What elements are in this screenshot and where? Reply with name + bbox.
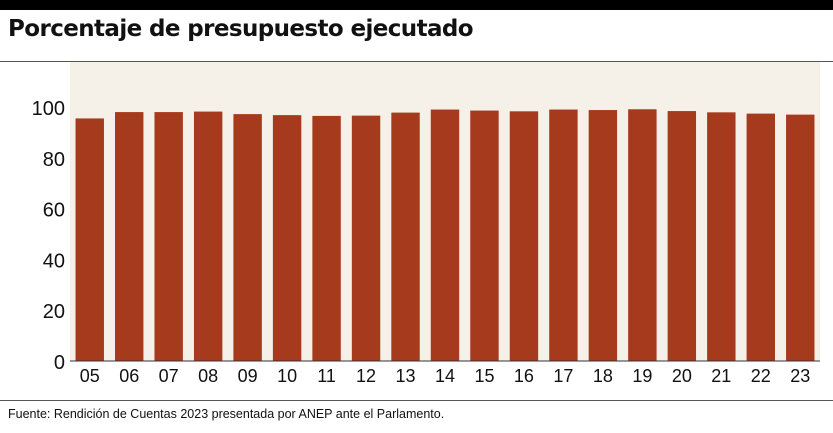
bar-05 bbox=[75, 118, 104, 362]
footer-divider bbox=[0, 400, 833, 401]
bar-16 bbox=[509, 111, 539, 361]
x-tick-label: 12 bbox=[356, 366, 376, 386]
bar-14 bbox=[430, 109, 460, 361]
bar-15 bbox=[470, 110, 499, 361]
x-tick-label: 18 bbox=[593, 366, 613, 386]
bar-chart: 0 20 40 60 80 100 05 06 07 08 09 10 11 12 13 14 15 16 17 18… bbox=[32, 62, 820, 386]
x-tick-label: 11 bbox=[317, 366, 336, 386]
x-tick-label: 19 bbox=[632, 366, 652, 386]
source-note: Fuente: Rendición de Cuentas 2023 presen… bbox=[8, 407, 445, 421]
title-divider bbox=[0, 61, 833, 62]
bar-18 bbox=[588, 110, 618, 361]
x-tick-label: 21 bbox=[711, 366, 731, 386]
y-tick-label: 40 bbox=[43, 250, 65, 272]
bar-06 bbox=[115, 112, 144, 361]
x-tick-label: 15 bbox=[474, 366, 494, 386]
bar-21 bbox=[707, 112, 736, 361]
bar-07 bbox=[154, 112, 183, 361]
x-tick-label: 10 bbox=[277, 366, 297, 386]
x-tick-label: 13 bbox=[396, 366, 416, 386]
y-tick-label: 20 bbox=[43, 301, 65, 323]
bar-12 bbox=[351, 115, 381, 361]
bar-09 bbox=[233, 114, 262, 361]
x-tick-label: 08 bbox=[198, 366, 218, 386]
y-tick-label: 60 bbox=[43, 200, 65, 222]
chart-title: Porcentaje de presupuesto ejecutado bbox=[8, 16, 474, 42]
x-tick-label: 07 bbox=[159, 366, 179, 386]
y-tick-label: 80 bbox=[43, 149, 65, 171]
bar-17 bbox=[549, 109, 578, 361]
bar-19 bbox=[628, 109, 657, 361]
y-tick-label: 100 bbox=[32, 98, 65, 120]
x-tick-label: 17 bbox=[553, 366, 573, 386]
bar-13 bbox=[391, 112, 420, 361]
bar-08 bbox=[193, 111, 223, 361]
x-tick-label: 05 bbox=[80, 366, 100, 386]
bar-22 bbox=[746, 113, 775, 361]
bar-10 bbox=[272, 115, 302, 361]
x-tick-label: 16 bbox=[514, 366, 534, 386]
x-tick-label: 22 bbox=[751, 366, 771, 386]
x-tick-label: 20 bbox=[672, 366, 692, 386]
x-tick-label: 23 bbox=[790, 366, 810, 386]
x-tick-label: 09 bbox=[238, 366, 258, 386]
y-tick-label: 0 bbox=[54, 352, 65, 374]
top-bar bbox=[0, 0, 833, 10]
bar-20 bbox=[667, 111, 697, 361]
bar-23 bbox=[786, 114, 815, 361]
x-tick-label: 06 bbox=[119, 366, 139, 386]
bar-11 bbox=[312, 115, 341, 361]
x-tick-label: 14 bbox=[435, 366, 455, 386]
